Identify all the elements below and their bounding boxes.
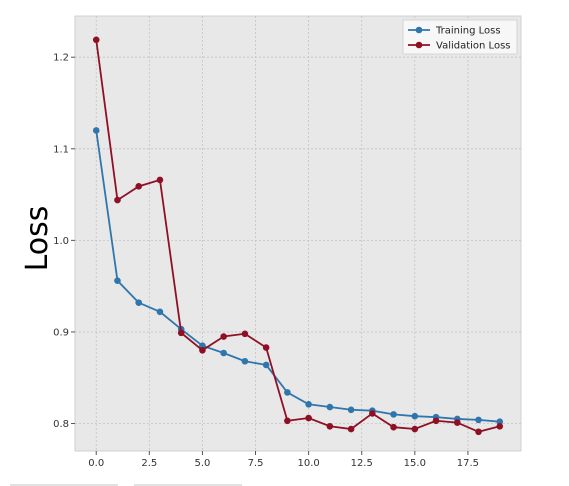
data-point — [156, 176, 164, 184]
data-point — [326, 422, 334, 430]
data-point — [411, 412, 419, 420]
x-tick-label: 7.5 — [248, 458, 264, 469]
x-tick-label: 10.0 — [297, 458, 319, 469]
legend-label: Validation Loss — [436, 41, 511, 52]
y-tick-label: 1.0 — [53, 236, 69, 247]
bottom-fragment-left — [10, 484, 118, 486]
plot-area — [74, 15, 522, 452]
y-axis-title: Loss — [20, 206, 55, 272]
x-tick-label: 5.0 — [194, 458, 210, 469]
data-point — [284, 389, 291, 396]
data-point — [475, 428, 482, 436]
data-point — [135, 299, 143, 306]
data-point — [305, 400, 312, 408]
legend-marker — [415, 26, 423, 34]
data-point — [199, 346, 206, 354]
series-line — [95, 130, 500, 423]
data-point — [284, 417, 291, 425]
y-tick-label: 1.2 — [53, 53, 69, 64]
axes: 0.0 2.5 5.0 7.5 10.0 12.5 15.0 17.5 0.8 0.9 1.0 1.1… — [53, 53, 479, 469]
data-point — [114, 196, 121, 204]
data-point — [432, 417, 440, 425]
data-point — [326, 403, 334, 411]
y-tick-label: 1.1 — [53, 144, 69, 155]
data-point — [262, 344, 270, 351]
data-point — [241, 330, 249, 338]
y-tick-label: 0.8 — [53, 419, 69, 430]
data-point — [475, 416, 482, 424]
data-point — [220, 349, 227, 357]
data-point — [369, 410, 376, 417]
legend: Training Loss Validation Loss — [402, 19, 518, 55]
data-point — [347, 425, 355, 433]
data-point — [199, 342, 206, 349]
data-point — [92, 36, 100, 44]
series-line — [95, 39, 500, 433]
data-point — [177, 329, 185, 337]
data-point — [411, 425, 419, 433]
data-point — [135, 183, 143, 190]
x-tick-label: 0.0 — [88, 458, 104, 469]
data-point — [453, 419, 461, 426]
series-1 — [92, 36, 504, 436]
data-point — [496, 418, 504, 425]
data-point — [220, 333, 227, 340]
data-point — [390, 411, 397, 418]
data-point — [92, 127, 100, 134]
legend-marker — [415, 41, 423, 49]
grid — [75, 16, 521, 451]
data-point — [114, 277, 121, 284]
data-point — [347, 406, 355, 414]
data-point — [390, 423, 397, 431]
series-layer — [92, 36, 504, 436]
data-point — [305, 414, 312, 422]
data-point — [496, 422, 504, 430]
x-tick-label: 2.5 — [141, 458, 157, 469]
legend-box — [402, 19, 518, 55]
data-point — [262, 361, 270, 369]
x-tick-label: 15.0 — [404, 458, 426, 469]
bottom-fragment-right — [134, 484, 242, 486]
x-tick-label: 17.5 — [457, 458, 479, 469]
data-point — [241, 357, 249, 365]
y-tick-label: 0.9 — [53, 327, 69, 338]
x-tick-label: 12.5 — [351, 458, 373, 469]
data-point — [156, 308, 164, 316]
legend-label: Training Loss — [435, 26, 501, 37]
